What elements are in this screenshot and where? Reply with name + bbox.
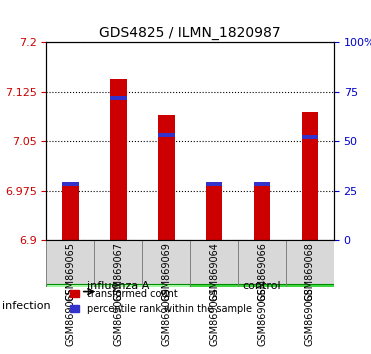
Text: GSM869069: GSM869069 — [161, 242, 171, 301]
FancyBboxPatch shape — [142, 240, 190, 284]
Title: GDS4825 / ILMN_1820987: GDS4825 / ILMN_1820987 — [99, 26, 281, 40]
Bar — [62, 184, 79, 240]
Text: GSM869066: GSM869066 — [257, 242, 267, 301]
Text: GSM869068: GSM869068 — [305, 287, 315, 346]
Bar — [302, 112, 318, 240]
FancyBboxPatch shape — [190, 240, 238, 284]
Text: GSM869065: GSM869065 — [65, 287, 75, 346]
Bar — [158, 115, 175, 240]
Bar — [206, 184, 223, 240]
FancyBboxPatch shape — [46, 284, 190, 287]
Text: GSM869064: GSM869064 — [209, 242, 219, 301]
Text: GSM869069: GSM869069 — [161, 287, 171, 346]
Text: infection: infection — [2, 301, 50, 311]
Text: GSM869066: GSM869066 — [257, 287, 267, 346]
FancyBboxPatch shape — [94, 240, 142, 284]
Bar — [158, 133, 175, 137]
Bar — [302, 135, 318, 139]
Text: GSM869065: GSM869065 — [65, 242, 75, 301]
Bar — [62, 182, 79, 186]
Text: GSM869067: GSM869067 — [113, 242, 123, 301]
Legend: transformed count, percentile rank within the sample: transformed count, percentile rank withi… — [66, 285, 256, 318]
FancyBboxPatch shape — [46, 240, 94, 284]
Text: GSM869068: GSM869068 — [305, 242, 315, 301]
FancyBboxPatch shape — [286, 240, 334, 284]
Bar — [110, 97, 127, 101]
Text: control: control — [243, 280, 281, 291]
FancyBboxPatch shape — [238, 240, 286, 284]
Bar — [254, 182, 270, 186]
Text: influenza A: influenza A — [87, 280, 150, 291]
Text: GSM869067: GSM869067 — [113, 287, 123, 346]
Bar — [254, 184, 270, 240]
Bar — [206, 182, 223, 186]
FancyBboxPatch shape — [190, 284, 334, 287]
Bar — [110, 79, 127, 240]
Text: GSM869064: GSM869064 — [209, 287, 219, 346]
